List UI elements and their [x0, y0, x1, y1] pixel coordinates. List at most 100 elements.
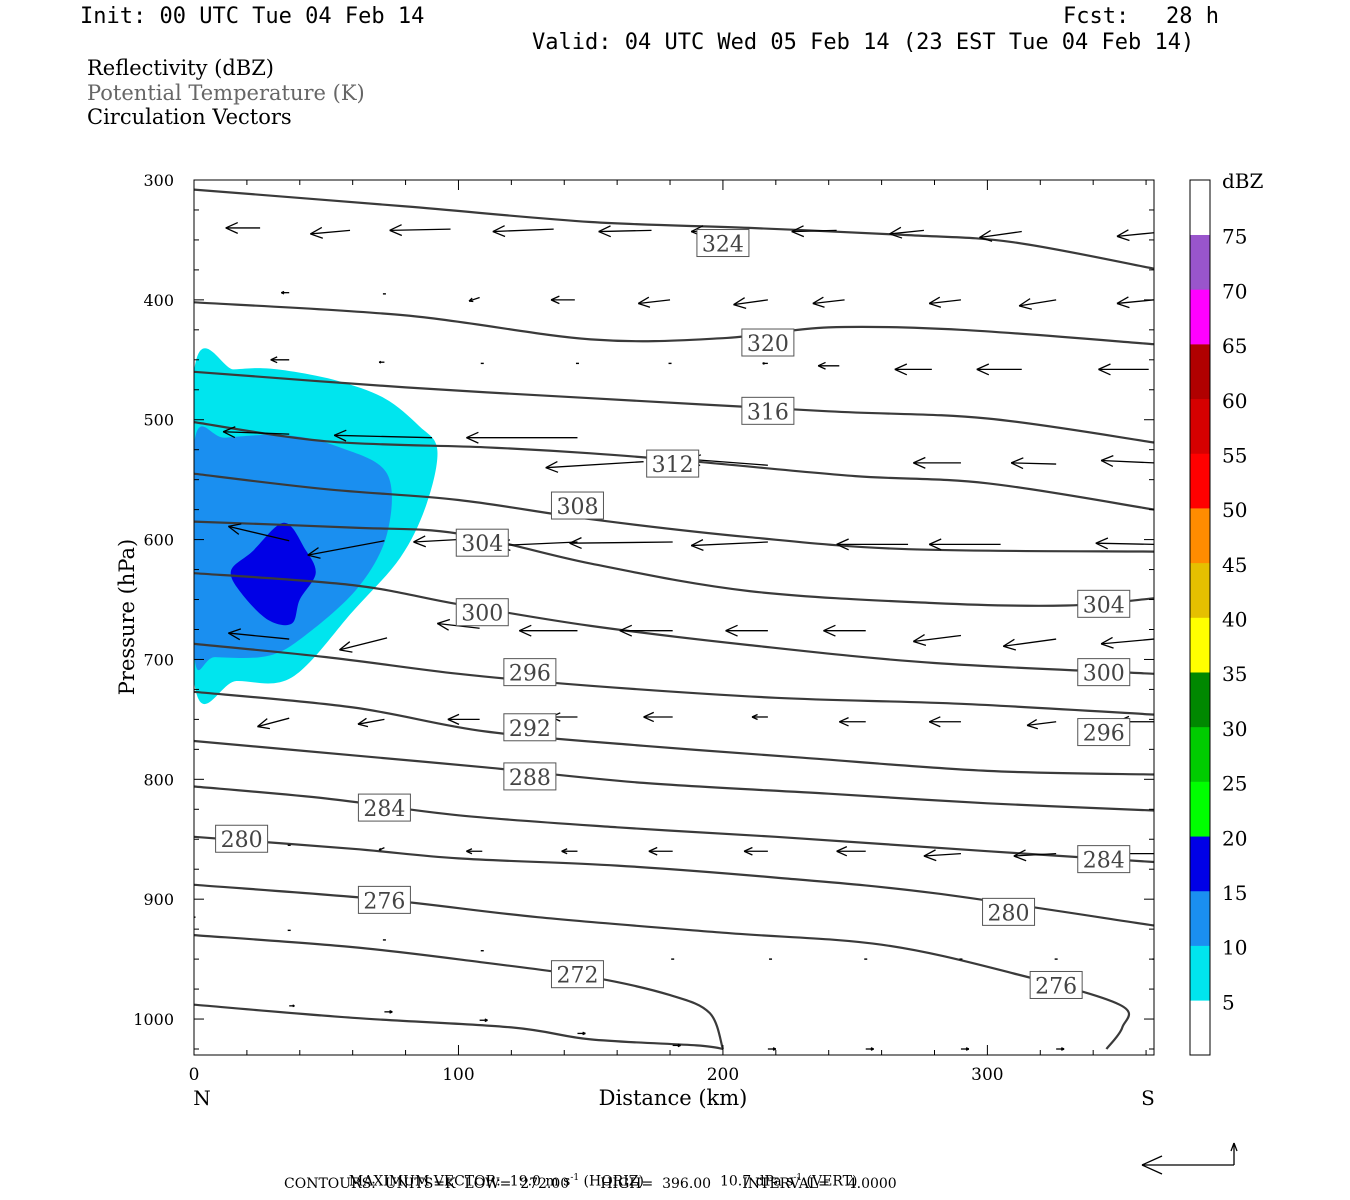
- plot-frame: [193, 179, 1155, 1056]
- circulation-vector: [384, 1010, 393, 1014]
- svg-text:304: 304: [461, 532, 503, 557]
- theta-label: 316: [741, 396, 795, 425]
- colorbar-segment: [1190, 726, 1210, 782]
- circulation-vector: [928, 716, 961, 728]
- theta-label: 312: [646, 449, 700, 478]
- axes: 300 400 500 600 700 800 900 1000 0 100 200 300 Dista…: [115, 171, 1155, 1110]
- x-tick-label: 0: [189, 1065, 200, 1085]
- colorbar-label: 30: [1222, 717, 1247, 741]
- theta-contour-labels: 324 320 316 312 308 304 304 300 300 296 296 292 288 2…: [215, 229, 1131, 999]
- theta-label: 300: [1077, 658, 1131, 687]
- footer-max-vector: MAXIMUM VECTOR: 19.0 m s-1 (HORIZ) 10.7 d…: [340, 1157, 858, 1190]
- svg-text:276: 276: [363, 889, 405, 914]
- theta-contour-316: [194, 370, 1154, 444]
- north-label: N: [193, 1086, 211, 1110]
- theta-contour-320: [194, 301, 1154, 346]
- svg-text:288: 288: [509, 766, 551, 791]
- colorbar-label: 15: [1222, 881, 1247, 905]
- colorbar-segment: [1190, 781, 1210, 837]
- circulation-vector: [865, 1047, 874, 1051]
- svg-text:320: 320: [747, 332, 789, 357]
- circulation-vector: [270, 356, 290, 364]
- circulation-vector: [545, 460, 644, 473]
- colorbar-label: 5: [1222, 990, 1235, 1014]
- theta-label: 324: [696, 229, 750, 258]
- circulation-vector: [979, 229, 1022, 242]
- circulation-vector: [1100, 636, 1154, 649]
- circulation-vector: [619, 624, 673, 637]
- colorbar-segment: [1190, 945, 1210, 1001]
- theta-contour-324: [194, 188, 1154, 270]
- y-tick-label: 500: [143, 411, 174, 430]
- colorbar-label: 35: [1222, 662, 1247, 686]
- theta-label: 304: [455, 528, 509, 557]
- circulation-vector: [466, 431, 578, 444]
- circulation-vector: [228, 628, 290, 641]
- theta-label: 300: [455, 598, 509, 627]
- circulation-vector: [894, 363, 932, 376]
- footer-vert-label: (VERT): [802, 1173, 858, 1190]
- svg-text:284: 284: [1083, 849, 1125, 874]
- colorbar-label: 20: [1222, 826, 1247, 850]
- y-axis-title: Pressure (hPa): [115, 539, 139, 695]
- colorbar-segment: [1190, 398, 1210, 454]
- colorbar-segment: [1190, 234, 1210, 290]
- colorbar-label: 45: [1222, 553, 1247, 577]
- circulation-vector: [1026, 718, 1057, 730]
- x-tick-label: 300: [971, 1065, 1003, 1085]
- legend-potential-temperature: Potential Temperature (K): [87, 81, 365, 105]
- y-tick-label: 600: [143, 531, 174, 550]
- circulation-vector: [479, 1018, 488, 1023]
- svg-text:284: 284: [363, 797, 405, 822]
- circulation-vector: [1018, 298, 1057, 310]
- svg-text:280: 280: [221, 828, 263, 853]
- x-axis-title: Distance (km): [599, 1086, 748, 1110]
- circulation-vector: [447, 713, 480, 725]
- dbz-colorbar: 5 10 15 20 25 30 35 40 45 50 55 60 65 70 75 dBZ: [1189, 169, 1264, 1056]
- circulation-vector: [519, 624, 578, 637]
- circulation-vector: [762, 361, 768, 365]
- y-tick-label: 800: [143, 770, 174, 789]
- theta-contour-296: [194, 642, 1154, 716]
- circulation-vector: [1100, 455, 1154, 467]
- colorbar-segment: [1190, 508, 1210, 564]
- circulation-vector: [928, 538, 1001, 551]
- x-tick-label: 100: [442, 1065, 474, 1085]
- svg-text:292: 292: [509, 717, 551, 742]
- circulation-vector: [923, 849, 961, 862]
- theta-label: 296: [503, 658, 557, 687]
- init-time: Init: 00 UTC Tue 04 Feb 14: [80, 4, 425, 29]
- forecast-label: Fcst:: [1063, 4, 1130, 29]
- svg-text:308: 308: [556, 495, 598, 520]
- legend-circulation-vectors: Circulation Vectors: [87, 105, 292, 129]
- svg-text:316: 316: [747, 400, 789, 425]
- circulation-vector: [751, 713, 768, 721]
- theta-label: 276: [1029, 970, 1083, 999]
- circulation-vector: [186, 534, 194, 536]
- circulation-vector: [637, 296, 671, 308]
- footer-vert-exponent: -1: [793, 1173, 803, 1183]
- theta-contour-300: [194, 572, 1154, 675]
- colorbar-label: 65: [1222, 334, 1247, 358]
- svg-text:324: 324: [702, 233, 744, 258]
- x-tick-label: 200: [707, 1065, 739, 1085]
- circulation-vector: [889, 226, 924, 239]
- svg-text:300: 300: [1083, 662, 1125, 687]
- circulation-vector: [976, 363, 1022, 376]
- theta-contour-292: [194, 690, 1154, 776]
- circulation-vector: [960, 1047, 970, 1051]
- theta-label: 284: [357, 793, 411, 822]
- theta-contour-272: [194, 934, 724, 1050]
- circulation-vector: [257, 717, 290, 730]
- circulation-vector: [569, 537, 673, 550]
- theta-contour-288: [194, 739, 1154, 812]
- circulation-vector: [310, 226, 351, 239]
- colorbar-label: 25: [1222, 772, 1247, 796]
- svg-text:312: 312: [652, 453, 694, 478]
- circulation-vector: [227, 523, 290, 542]
- circulation-vector: [357, 717, 385, 728]
- theta-contour-268: [194, 1003, 724, 1051]
- colorbar-label: 75: [1222, 225, 1247, 249]
- circulation-vector: [378, 847, 385, 851]
- colorbar-segment: [1190, 453, 1210, 509]
